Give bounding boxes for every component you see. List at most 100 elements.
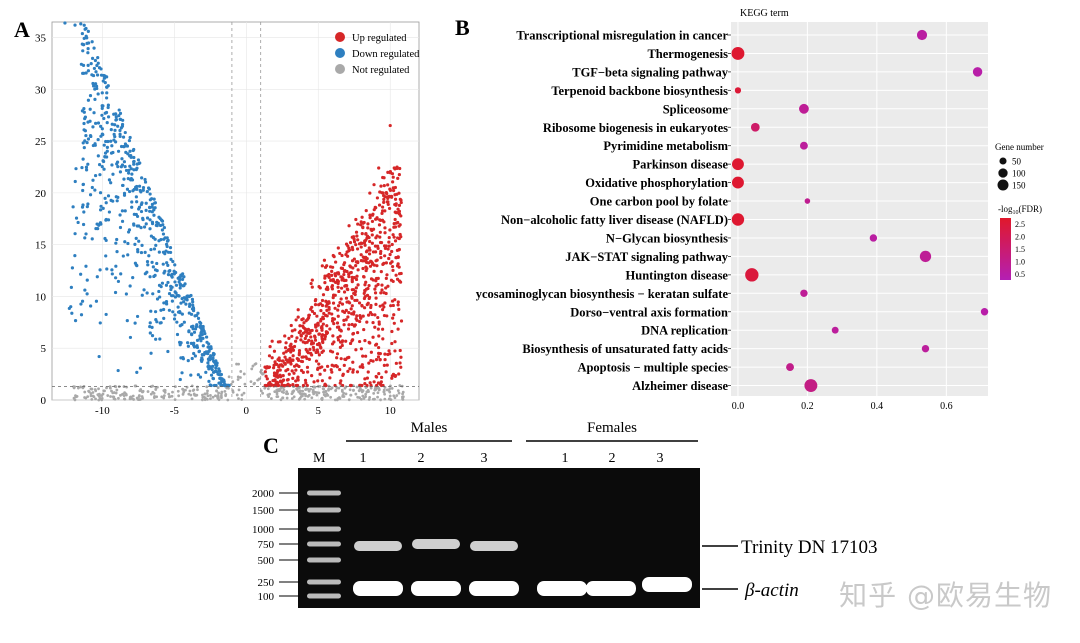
volcano-point [114, 115, 118, 119]
volcano-point [116, 279, 121, 284]
volcano-point [324, 287, 328, 291]
volcano-point [137, 224, 141, 228]
volcano-point [377, 351, 381, 356]
volcano-point [301, 317, 305, 321]
volcano-point [118, 117, 123, 121]
volcano-point [381, 303, 385, 307]
volcano-point [173, 313, 177, 317]
volcano-point [188, 389, 192, 393]
volcano-point [96, 154, 100, 158]
volcano-x-tick: 5 [316, 405, 322, 417]
volcano-point [201, 336, 205, 340]
volcano-y-ticks: 0 5 10 15 20 25 30 35 [35, 33, 47, 407]
volcano-point [178, 286, 182, 290]
volcano-point [138, 366, 143, 370]
volcano-point [166, 349, 170, 354]
volcano-point [312, 311, 317, 316]
volcano-point [209, 397, 212, 401]
volcano-point [344, 296, 349, 300]
kegg-term-label: TGF−beta signaling pathway [572, 65, 729, 79]
volcano-point [291, 376, 295, 380]
volcano-point [132, 212, 136, 216]
volcano-point [317, 284, 321, 289]
volcano-point [171, 390, 174, 394]
volcano-point [80, 42, 84, 46]
volcano-point [140, 176, 144, 180]
volcano-point [102, 116, 106, 121]
volcano-point [143, 177, 147, 182]
volcano-point [96, 92, 100, 96]
volcano-point [114, 276, 118, 280]
volcano-point [93, 142, 97, 146]
volcano-point [134, 185, 138, 189]
volcano-point [284, 392, 288, 396]
volcano-point [184, 302, 188, 306]
kegg-bubble [804, 198, 811, 204]
kegg-bubble [916, 29, 928, 41]
volcano-point [96, 137, 100, 142]
volcano-point [316, 367, 320, 372]
volcano-point [350, 312, 354, 316]
volcano-point [339, 286, 344, 290]
volcano-point [321, 315, 325, 319]
volcano-point [305, 356, 309, 361]
volcano-point [190, 332, 194, 336]
volcano-point [110, 144, 114, 148]
volcano-point [170, 394, 174, 398]
volcano-point [285, 396, 289, 400]
volcano-point [94, 121, 98, 125]
actin-band [469, 581, 519, 596]
volcano-point [383, 231, 387, 235]
bubble-x-ticks: 0.0 0.2 0.4 0.6 [732, 401, 953, 412]
color-legend-label: 2.0 [1015, 233, 1025, 242]
volcano-point [195, 385, 199, 389]
volcano-point [71, 205, 75, 209]
volcano-point [130, 205, 134, 209]
volcano-point [383, 352, 387, 356]
volcano-point [105, 267, 109, 271]
volcano-point [153, 237, 157, 241]
volcano-point [370, 261, 374, 265]
kegg-bubble [804, 379, 818, 392]
volcano-point [94, 70, 98, 74]
volcano-point [362, 274, 366, 279]
volcano-point [321, 322, 325, 326]
volcano-point [386, 247, 390, 251]
actin-band [642, 577, 692, 592]
volcano-point [158, 223, 163, 228]
volcano-point [378, 230, 382, 234]
volcano-point [390, 329, 394, 334]
volcano-point [315, 393, 319, 397]
gel-lane-number: 3 [481, 451, 488, 466]
volcano-point [347, 323, 351, 327]
volcano-point [83, 139, 87, 143]
volcano-point [396, 255, 400, 259]
volcano-point [193, 354, 197, 358]
volcano-point [383, 195, 387, 199]
volcano-point [354, 317, 358, 321]
actin-band-label: β-actin [744, 580, 799, 601]
volcano-point [309, 335, 313, 339]
volcano-point [119, 272, 123, 276]
volcano-point [190, 297, 195, 301]
volcano-point [397, 307, 401, 311]
volcano-point [186, 341, 190, 345]
volcano-point [276, 395, 280, 399]
volcano-point [98, 268, 102, 272]
legend-not-label: Not regulated [352, 65, 410, 76]
ladder-size-label: 500 [258, 555, 275, 567]
volcano-point [303, 397, 307, 401]
volcano-point [352, 237, 356, 241]
volcano-point [182, 389, 186, 393]
kegg-bubble [731, 213, 745, 226]
volcano-point [311, 388, 315, 392]
volcano-point [382, 176, 386, 180]
volcano-point [323, 281, 327, 285]
volcano-point [376, 315, 380, 320]
volcano-point [109, 139, 113, 143]
volcano-point [384, 244, 388, 248]
volcano-point [268, 392, 271, 396]
volcano-point [313, 338, 318, 342]
actin-band [586, 581, 636, 596]
